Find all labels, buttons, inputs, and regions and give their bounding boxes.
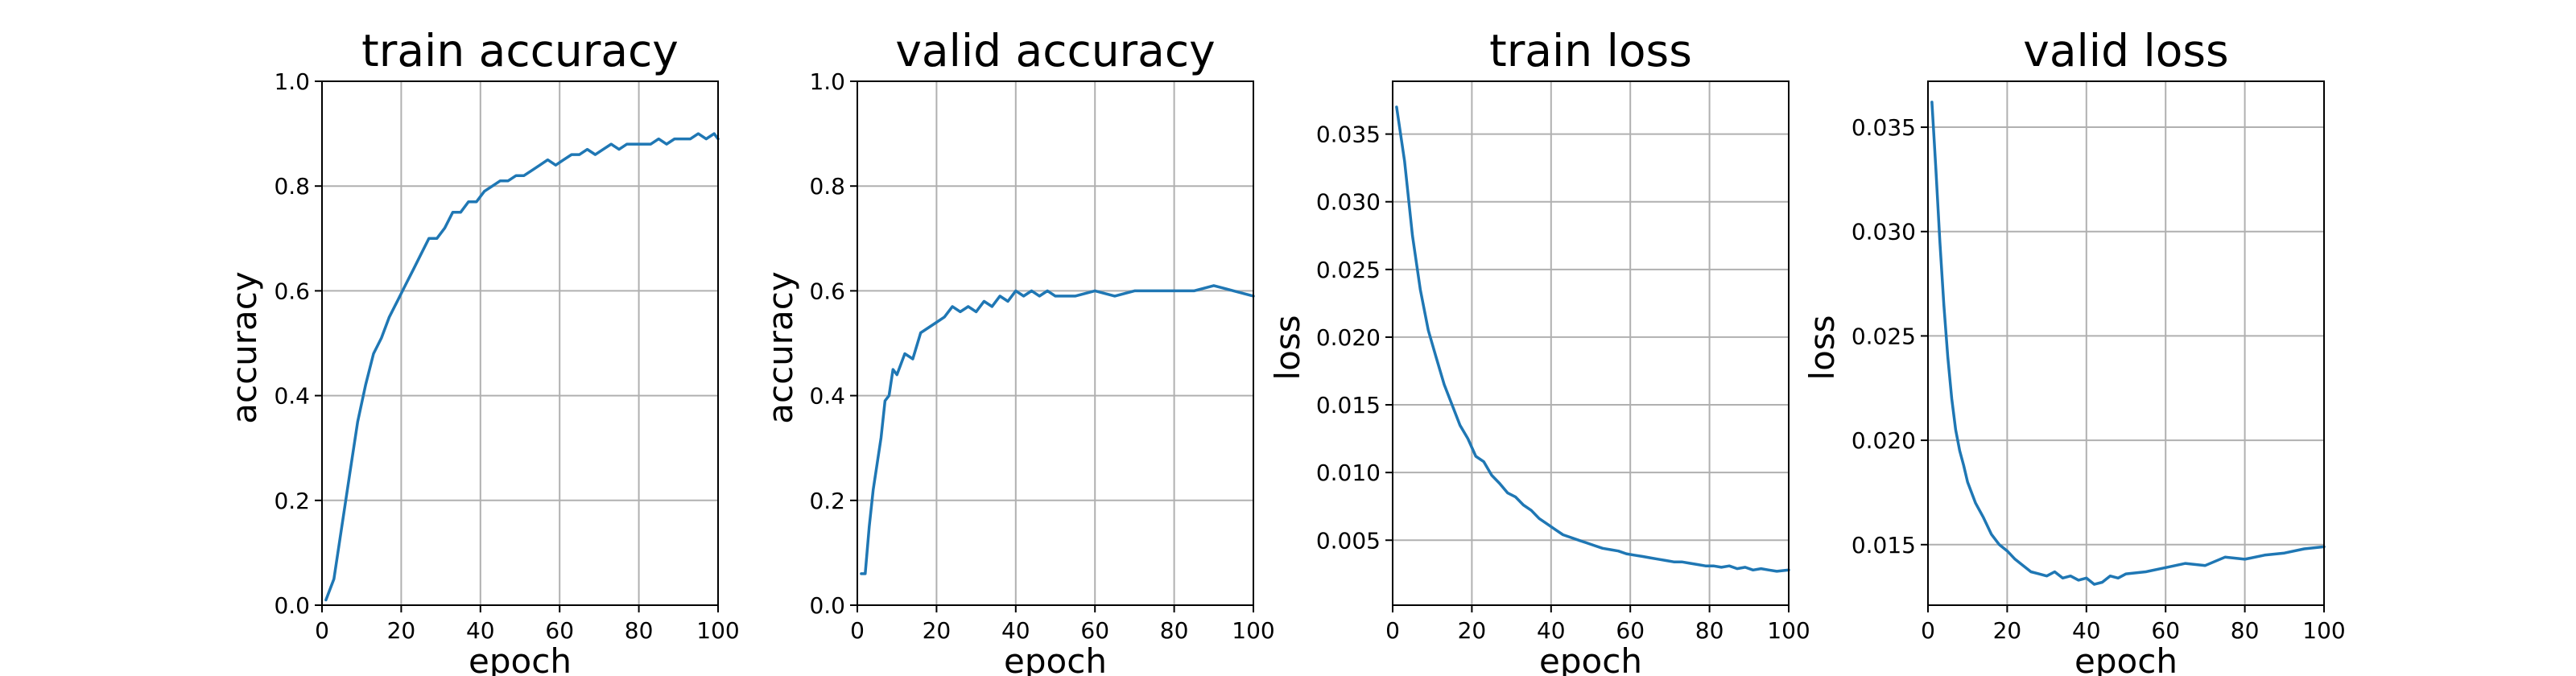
- series-line: [324, 132, 720, 602]
- y-tick-label: 0.4: [274, 383, 310, 410]
- y-tick-label: 0.035: [1316, 122, 1381, 148]
- plot-frame: [321, 80, 719, 606]
- x-tick-label: 100: [1232, 617, 1274, 644]
- x-axis-label: epoch: [1004, 641, 1107, 676]
- y-tick-label: 0.010: [1316, 460, 1381, 486]
- x-tick-label: 20: [1458, 617, 1487, 644]
- y-tick-label: 0.2: [274, 488, 310, 514]
- y-tick-label: 0.035: [1852, 114, 1916, 141]
- panel-title: train accuracy: [361, 25, 679, 76]
- y-tick-label: 0.030: [1852, 219, 1916, 245]
- y-tick-label: 0.8: [274, 173, 310, 200]
- x-tick-label: 0: [1921, 617, 1935, 644]
- y-tick-label: 0.020: [1316, 324, 1381, 351]
- y-axis-label: accuracy: [225, 271, 264, 424]
- panel-train-accuracy: train accuracy epoch accuracy 0 20 40 60 80 1…: [225, 25, 740, 676]
- x-tick-label: 40: [1537, 617, 1566, 644]
- x-tick-label: 80: [2231, 617, 2260, 644]
- panel-title: train loss: [1489, 25, 1692, 76]
- x-tick-label: 40: [1001, 617, 1030, 644]
- x-tick-label: 60: [1616, 617, 1645, 644]
- series-line: [1395, 105, 1790, 573]
- y-tick-label: 0.2: [809, 488, 845, 514]
- y-tick-label: 0.6: [274, 278, 310, 304]
- y-tick-label: 0.0: [809, 592, 845, 619]
- panel-valid-accuracy: valid accuracy epoch accuracy 0 20 40 60 80 1…: [761, 25, 1275, 676]
- panel-valid-loss: valid loss epoch loss 0 20 40 60 80 100 0.015 0…: [1802, 25, 2346, 676]
- x-tick-label: 60: [545, 617, 574, 644]
- x-tick-label: 60: [2151, 617, 2180, 644]
- y-tick-label: 0.6: [809, 278, 845, 304]
- series-line: [1930, 101, 2326, 586]
- x-axis-label: epoch: [469, 641, 572, 676]
- y-axis-label: loss: [1802, 315, 1842, 380]
- x-tick-label: 100: [696, 617, 739, 644]
- x-tick-label: 40: [466, 617, 495, 644]
- x-tick-label: 80: [625, 617, 654, 644]
- x-tick-label: 20: [1993, 617, 2022, 644]
- panel-title: valid accuracy: [895, 25, 1215, 76]
- y-tick-label: 0.4: [809, 383, 845, 410]
- x-tick-label: 80: [1160, 617, 1189, 644]
- y-tick-label: 0.030: [1316, 189, 1381, 216]
- x-axis-label: epoch: [2074, 641, 2178, 676]
- plot-frame: [857, 80, 1254, 606]
- y-tick-label: 1.0: [274, 68, 310, 95]
- x-tick-label: 20: [387, 617, 416, 644]
- y-tick-label: 1.0: [809, 68, 845, 95]
- x-tick-label: 0: [850, 617, 865, 644]
- plot-frame: [1927, 80, 2325, 606]
- x-tick-label: 60: [1080, 617, 1109, 644]
- x-tick-label: 80: [1695, 617, 1724, 644]
- panel-train-loss: train loss epoch loss 0 20 40 60 80 100 0.005 0…: [1268, 25, 1810, 676]
- y-tick-label: 0.025: [1316, 257, 1381, 283]
- y-tick-label: 0.005: [1316, 527, 1381, 554]
- y-axis-label: loss: [1268, 315, 1307, 380]
- y-tick-label: 0.025: [1852, 323, 1916, 349]
- x-axis-label: epoch: [1539, 641, 1642, 676]
- y-tick-label: 0.8: [809, 173, 845, 200]
- x-tick-label: 20: [923, 617, 952, 644]
- plot-frame: [1392, 80, 1790, 606]
- y-tick-label: 0.0: [274, 592, 310, 619]
- x-tick-label: 100: [1767, 617, 1810, 644]
- y-tick-label: 0.020: [1852, 427, 1916, 454]
- series-line: [860, 284, 1255, 575]
- x-tick-label: 40: [2072, 617, 2101, 644]
- panel-title: valid loss: [2023, 25, 2228, 76]
- x-tick-label: 100: [2302, 617, 2345, 644]
- y-axis-label: accuracy: [761, 271, 800, 424]
- x-tick-label: 0: [1385, 617, 1400, 644]
- y-tick-label: 0.015: [1316, 392, 1381, 418]
- x-tick-label: 0: [315, 617, 329, 644]
- y-tick-label: 0.015: [1852, 532, 1916, 559]
